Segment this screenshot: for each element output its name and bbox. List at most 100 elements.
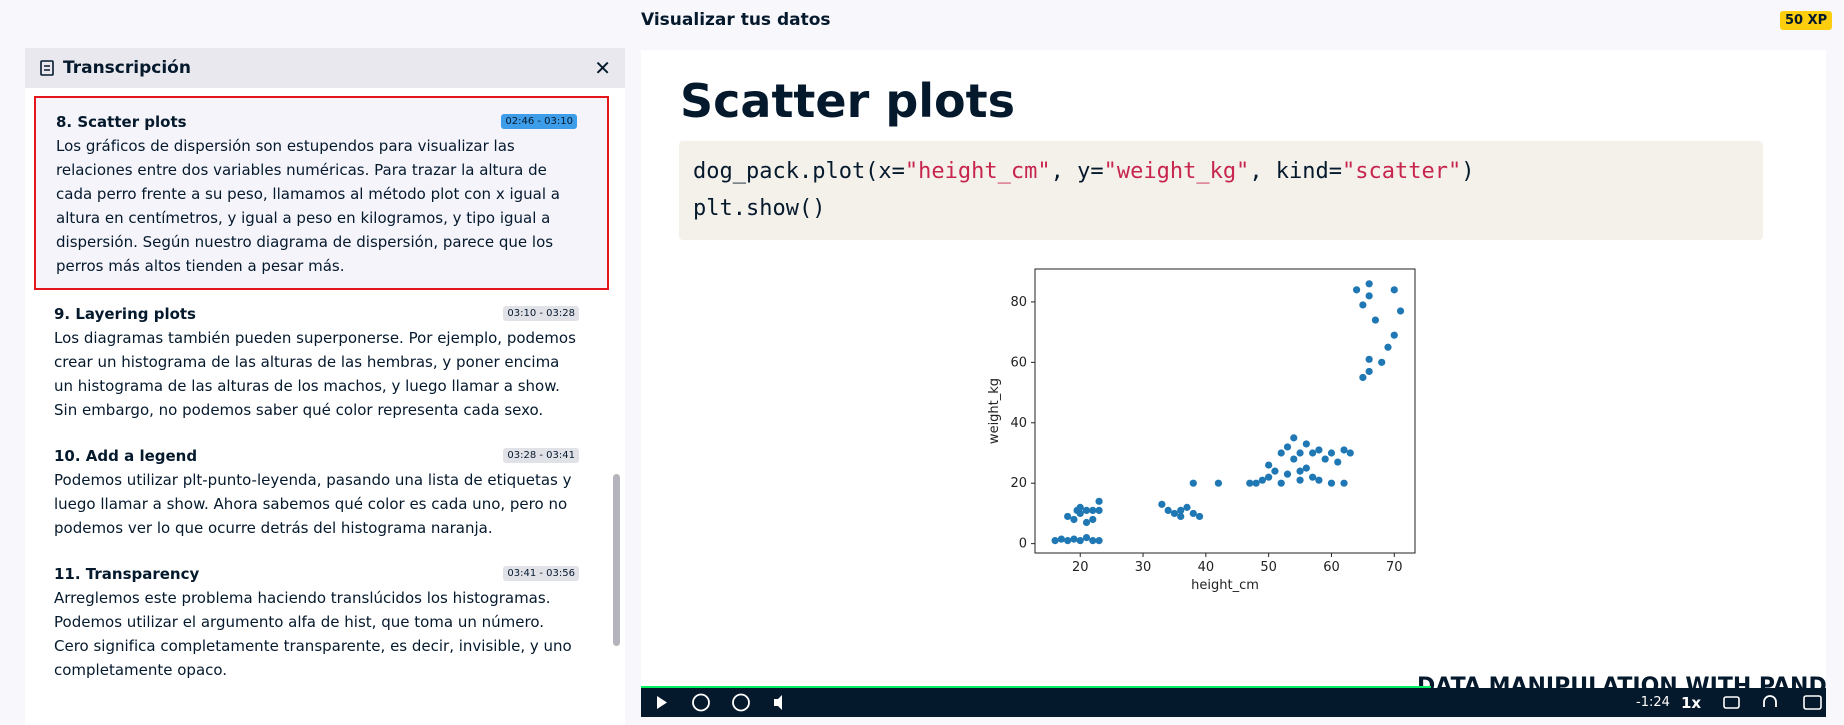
point	[1089, 506, 1097, 514]
point	[1064, 512, 1072, 521]
video-slide: Scatter plots dog_pack.plot(x="height_cm…	[641, 50, 1826, 688]
transcript-icon	[40, 60, 54, 76]
item-heading: 10. Add a legend 03:28 - 03:41	[54, 444, 579, 468]
point	[1352, 286, 1361, 294]
y-tick-label: 20	[1010, 476, 1027, 491]
point	[1346, 449, 1354, 457]
point	[1315, 446, 1323, 454]
point	[1195, 512, 1204, 521]
point	[1365, 355, 1373, 363]
point	[1321, 455, 1329, 463]
point	[1283, 443, 1292, 451]
point	[1315, 476, 1323, 484]
item-time: 03:10 - 03:28	[503, 306, 579, 321]
point	[1290, 434, 1298, 442]
point	[1170, 509, 1179, 518]
transcript-item[interactable]: 10. Add a legend 03:28 - 03:41 Podemos uti…	[34, 432, 609, 550]
transcript-list: 8. Scatter plots 02:46 - 03:10 Los gráfico…	[25, 96, 625, 692]
speed[interactable]: 1x	[1681, 694, 1702, 712]
point	[1283, 470, 1292, 478]
control-icons[interactable]	[641, 688, 801, 717]
point	[1296, 476, 1304, 484]
item-heading: 8. Scatter plots 02:46 - 03:10	[56, 110, 577, 134]
y-tick-label: 40	[1010, 416, 1027, 431]
point	[1302, 440, 1310, 448]
close-button[interactable]: ✕	[594, 56, 611, 80]
point	[1158, 500, 1166, 508]
y-tick-label: 0	[1019, 537, 1027, 552]
item-title: 11. Transparency	[54, 565, 200, 583]
point	[1082, 506, 1091, 514]
x-tick-label: 40	[1198, 560, 1215, 575]
x-tick-label: 70	[1386, 560, 1403, 575]
point	[1177, 512, 1185, 521]
scrollbar[interactable]	[613, 474, 620, 646]
point	[1340, 479, 1348, 487]
point	[1095, 497, 1103, 505]
code-token: "weight_kg"	[1103, 159, 1250, 184]
point	[1309, 449, 1317, 457]
progress-bar[interactable]	[641, 686, 1431, 689]
point	[1076, 537, 1084, 545]
point	[1359, 373, 1367, 382]
point	[1095, 506, 1103, 514]
transcript-item[interactable]: 8. Scatter plots 02:46 - 03:10 Los gráfico…	[34, 96, 609, 290]
point	[1214, 479, 1223, 487]
code-token: "scatter"	[1342, 159, 1462, 184]
slide-title: Scatter plots	[680, 74, 1015, 128]
transcript-title: Transcripción	[63, 58, 191, 78]
item-text: Arreglemos este problema haciendo transl…	[54, 589, 572, 679]
point	[1070, 515, 1078, 524]
point	[1076, 509, 1084, 518]
item-text: Los diagramas también pueden superponers…	[54, 329, 576, 419]
point	[1265, 473, 1273, 481]
point	[1296, 467, 1304, 475]
point	[1057, 535, 1065, 543]
point	[1095, 537, 1103, 545]
item-title: 9. Layering plots	[54, 305, 196, 323]
settings-icons[interactable]	[1716, 688, 1826, 717]
transcript-item[interactable]: 9. Layering plots 03:10 - 03:28 Los diagra…	[34, 290, 609, 432]
point	[1189, 479, 1197, 487]
point	[1277, 479, 1285, 487]
point	[1064, 537, 1072, 545]
item-time: 03:28 - 03:41	[503, 448, 579, 463]
point	[1340, 446, 1348, 454]
transcript-panel: Transcripción ✕ 8. Scatter plots 02:46 - …	[25, 48, 625, 725]
point	[1334, 458, 1342, 466]
item-heading: 11. Transparency 03:41 - 03:56	[54, 562, 579, 586]
point	[1076, 503, 1084, 511]
point	[1189, 509, 1197, 518]
y-axis-label: weight_kg	[987, 378, 1002, 444]
item-heading: 9. Layering plots 03:10 - 03:28	[54, 302, 579, 326]
player-controls: -1:24 1x	[641, 688, 1826, 717]
point	[1396, 307, 1405, 315]
point	[1051, 537, 1059, 545]
point	[1089, 537, 1097, 545]
item-title: 8. Scatter plots	[56, 113, 187, 131]
point	[1290, 455, 1298, 463]
code-block: dog_pack.plot(x="height_cm", y="weight_k…	[679, 141, 1763, 240]
code-line: dog_pack.plot(x="height_cm", y="weight_k…	[693, 153, 1749, 190]
point	[1365, 292, 1373, 300]
x-tick-label: 50	[1260, 560, 1277, 575]
item-title: 10. Add a legend	[54, 447, 198, 465]
item-text: Podemos utilizar plt-punto-leyenda, pasa…	[54, 471, 572, 537]
point	[1082, 518, 1091, 527]
transcript-item[interactable]: 11. Transparency 03:41 - 03:56 Arreglemos …	[34, 550, 609, 692]
point	[1246, 479, 1254, 487]
y-tick-label: 60	[1010, 355, 1027, 370]
item-time: 03:41 - 03:56	[503, 566, 579, 581]
x-tick-label: 60	[1323, 560, 1340, 575]
code-token: "height_cm"	[904, 159, 1051, 184]
point	[1384, 343, 1392, 351]
time-remaining: -1:24	[1636, 695, 1670, 710]
code-token: dog_pack.plot(x=	[693, 159, 905, 184]
point	[1371, 316, 1380, 324]
point	[1327, 479, 1336, 487]
point	[1252, 479, 1260, 487]
x-axis-label: height_cm	[1191, 578, 1259, 593]
scatter-chart: 20 30 40 50 60 70 0 20 40 60 80 height_cm weight_kg	[987, 268, 1416, 593]
